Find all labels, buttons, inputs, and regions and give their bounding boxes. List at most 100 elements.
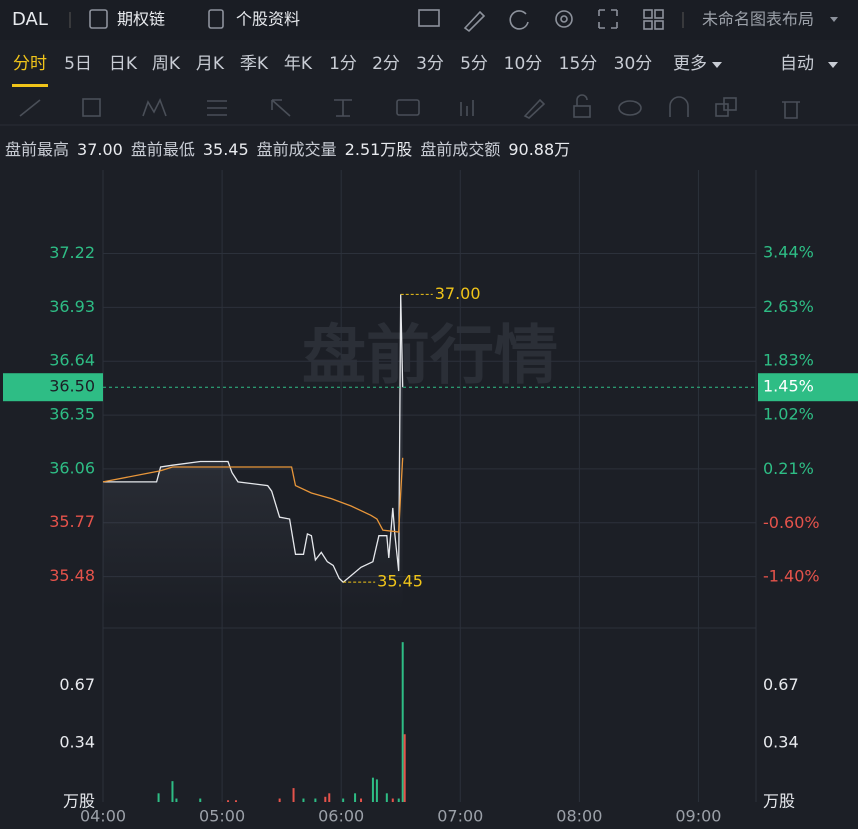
tab[interactable]: 日K bbox=[109, 54, 138, 74]
volume-unit: 万股 bbox=[63, 792, 95, 811]
tab[interactable]: 15分 bbox=[559, 54, 598, 74]
tab[interactable]: 1分 bbox=[329, 54, 357, 74]
tab[interactable]: 10分 bbox=[504, 54, 543, 74]
volume-bar bbox=[403, 734, 406, 802]
price-area bbox=[103, 294, 403, 610]
y-tick-label: 35.77 bbox=[49, 512, 95, 531]
tab[interactable]: 更多 bbox=[673, 54, 707, 74]
volume-bar bbox=[328, 793, 331, 802]
caret bbox=[712, 62, 722, 68]
volume-bar bbox=[360, 798, 363, 802]
volume-bar bbox=[397, 798, 400, 802]
caret bbox=[828, 62, 838, 68]
y2-tick-label: 1.02% bbox=[763, 405, 814, 424]
volume-bar bbox=[175, 798, 178, 802]
volume-bar bbox=[342, 798, 345, 802]
x-tick-label: 07:00 bbox=[437, 807, 483, 826]
top-icons[interactable] bbox=[418, 9, 838, 33]
icon bbox=[208, 9, 224, 29]
volume-bar bbox=[292, 788, 295, 802]
symbol: DAL bbox=[12, 9, 48, 30]
plot: 盘前行情 04:00 05:00 06:00 07:00 08:00 09:00 37.22 3… bbox=[3, 170, 858, 826]
volume-bar bbox=[234, 800, 237, 802]
mode[interactable]: 自动 bbox=[780, 54, 814, 74]
volume-bar bbox=[314, 798, 317, 802]
tab[interactable]: 2分 bbox=[372, 54, 400, 74]
y-tick-label: 35.48 bbox=[49, 566, 95, 585]
stat-value: 2.51万股 bbox=[345, 140, 413, 159]
stat-label: 盘前成交量 bbox=[257, 140, 337, 159]
change-label: 1.45% bbox=[763, 377, 814, 396]
icon bbox=[89, 9, 108, 29]
volume-bar bbox=[199, 798, 202, 802]
tab[interactable]: 年K bbox=[284, 54, 313, 74]
volume-bar bbox=[401, 642, 404, 802]
average-line bbox=[102, 457, 404, 533]
y-tick-label: 36.35 bbox=[49, 405, 95, 424]
link[interactable]: 期权链 bbox=[117, 10, 165, 29]
current-box bbox=[3, 373, 103, 402]
tab[interactable]: 5分 bbox=[460, 54, 488, 74]
annotation-label: 35.45 bbox=[377, 572, 423, 591]
y-tick-label: 36.06 bbox=[49, 458, 95, 477]
y2-tick-label: 3.44% bbox=[763, 243, 814, 262]
volume-bar bbox=[227, 800, 230, 802]
volume-bar bbox=[371, 777, 374, 802]
stat-label: 盘前最低 bbox=[131, 140, 195, 159]
y2-tick-label: 2.63% bbox=[763, 297, 814, 316]
stat-value: 35.45 bbox=[203, 140, 249, 159]
tool-bar bbox=[0, 88, 858, 125]
link[interactable]: 个股资料 bbox=[236, 10, 300, 29]
y-tick-label: 37.22 bbox=[49, 243, 95, 262]
tab[interactable]: 3分 bbox=[416, 54, 444, 74]
tab-underline bbox=[12, 84, 48, 87]
stat-label: 盘前最高 bbox=[5, 140, 69, 159]
tab[interactable]: 30分 bbox=[614, 54, 653, 74]
volume-bar bbox=[391, 798, 394, 802]
annotation-label: 37.00 bbox=[435, 284, 481, 303]
volume-tick-label: 0.34 bbox=[59, 732, 95, 751]
x-tick-label: 09:00 bbox=[675, 807, 721, 826]
y-tick-label: 36.93 bbox=[49, 297, 95, 316]
tab[interactable]: 季K bbox=[240, 54, 269, 74]
tab[interactable]: 分时 bbox=[13, 54, 47, 74]
volume-tick-label: 0.67 bbox=[59, 675, 95, 694]
change-box bbox=[758, 373, 858, 402]
volume-tick-label: 0.67 bbox=[763, 675, 799, 694]
volume-bar bbox=[375, 779, 378, 802]
x-tick-label: 06:00 bbox=[318, 807, 364, 826]
price-line bbox=[103, 294, 404, 584]
tab[interactable]: 5日 bbox=[64, 54, 92, 74]
volume-bar bbox=[385, 793, 388, 802]
stat-value: 90.88万 bbox=[508, 140, 570, 159]
y-tick-label: 36.64 bbox=[49, 351, 95, 370]
layout-name[interactable]: 未命名图表布局 bbox=[702, 10, 814, 29]
volume-bar bbox=[278, 798, 281, 802]
y2-tick-label: -0.60% bbox=[763, 513, 820, 532]
volume-bar bbox=[354, 793, 357, 802]
stats: 盘前最高 37.00 盘前最低 35.45 盘前成交量 2.51万股 盘前成交额 90.88万 bbox=[5, 140, 570, 159]
tabs: 分时 5日 日K 周K 月K 季K 年K 1分 2分 3分 5分 10分 15分 30分 更多 bbox=[12, 54, 722, 87]
volume-bar bbox=[302, 798, 305, 802]
y2-tick-label: -1.40% bbox=[763, 567, 820, 586]
stat-label: 盘前成交额 bbox=[420, 140, 500, 159]
tab[interactable]: 月K bbox=[196, 54, 225, 74]
volume-bar bbox=[157, 793, 160, 802]
volume-unit: 万股 bbox=[763, 792, 795, 811]
current-label: 36.50 bbox=[49, 377, 95, 396]
x-tick-label: 04:00 bbox=[80, 807, 126, 826]
volume-bar bbox=[171, 781, 174, 802]
watermark: 盘前行情 bbox=[302, 320, 558, 394]
tab[interactable]: 周K bbox=[152, 54, 181, 74]
top-bar bbox=[0, 0, 858, 40]
x-tick-label: 08:00 bbox=[556, 807, 602, 826]
y2-tick-label: 1.83% bbox=[763, 350, 814, 369]
volume-tick-label: 0.34 bbox=[763, 732, 799, 751]
volume-bar bbox=[324, 796, 327, 802]
stat-value: 37.00 bbox=[77, 140, 123, 159]
y2-tick-label: 0.21% bbox=[763, 459, 814, 478]
drawing-tools[interactable] bbox=[19, 94, 800, 119]
x-tick-label: 05:00 bbox=[199, 807, 245, 826]
